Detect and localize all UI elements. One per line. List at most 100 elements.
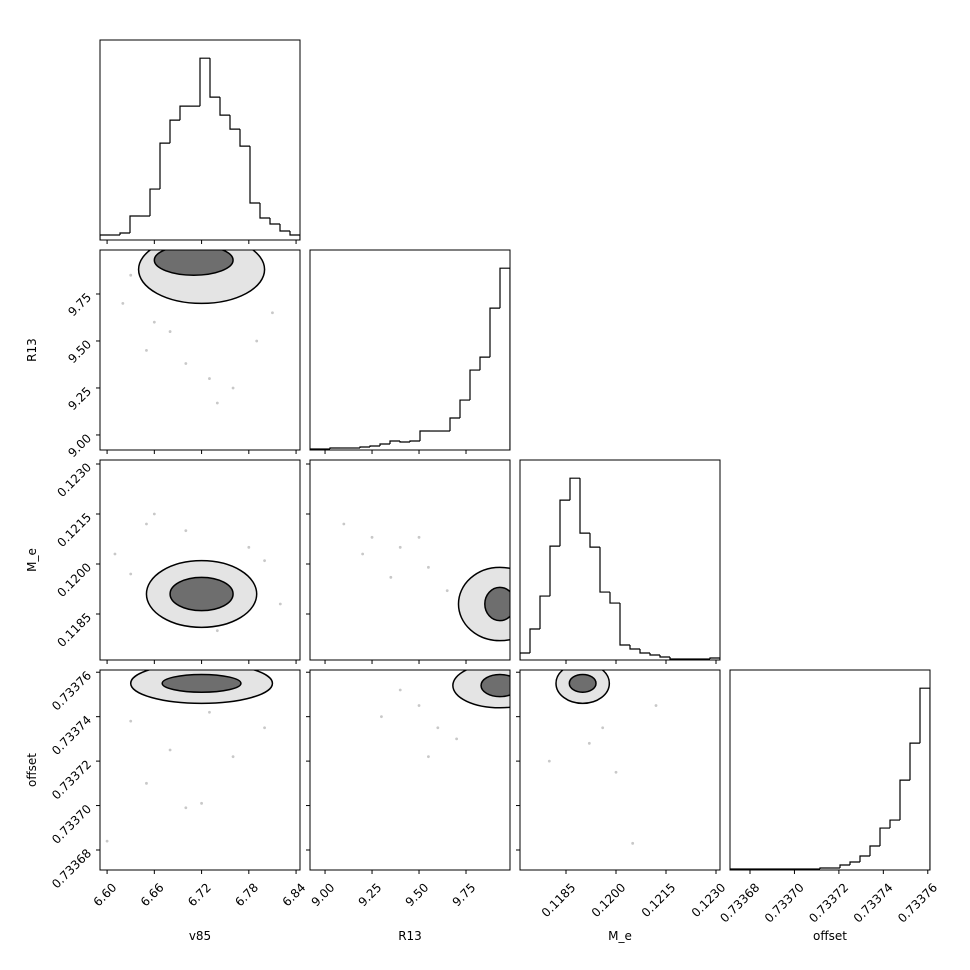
panel-content — [520, 477, 720, 660]
sample-point — [342, 522, 346, 526]
histogram-bin — [529, 628, 540, 654]
histogram-bin — [669, 657, 680, 660]
sample-point — [105, 839, 109, 843]
histogram-bin — [289, 231, 300, 240]
x-tick-label: 0.73370 — [762, 880, 807, 925]
histogram-bin — [539, 595, 550, 630]
x-tick-label: 6.72 — [185, 880, 214, 909]
panel-frame — [309, 669, 511, 871]
panel-frame — [309, 249, 511, 451]
panel-content — [121, 250, 274, 405]
sample-point — [215, 629, 219, 633]
histogram-bin — [279, 224, 290, 232]
histogram-bin — [599, 547, 610, 593]
sample-point — [129, 273, 133, 277]
x-tick-label: 9.50 — [403, 880, 432, 909]
sample-point — [168, 748, 172, 752]
histogram-bin — [479, 356, 490, 371]
sample-point — [361, 552, 365, 556]
histogram-bin — [879, 827, 890, 847]
x-tick-label: 0.73372 — [806, 880, 851, 925]
panel-frame — [309, 459, 511, 661]
sample-point — [370, 535, 374, 539]
panel-frame — [99, 669, 301, 871]
sample-point — [398, 688, 402, 692]
sample-point — [184, 529, 188, 533]
histogram-bin — [239, 129, 250, 147]
panel-content — [100, 57, 300, 240]
y-tick-label: 0.1200 — [55, 560, 95, 600]
x-tick-label: 6.66 — [138, 880, 167, 909]
histogram-bin — [209, 58, 220, 98]
histogram-bin — [919, 687, 930, 870]
histogram-bin — [249, 146, 260, 204]
histogram-bin — [609, 592, 620, 604]
panel-content — [105, 670, 274, 843]
histogram-bin — [899, 779, 910, 821]
histogram-bin — [909, 742, 920, 781]
y-axis-label: R13 — [25, 338, 39, 362]
histogram-bin — [730, 868, 740, 870]
y-tick-label: 0.1215 — [55, 510, 95, 550]
histogram-bin — [629, 645, 640, 650]
y-tick-label: 0.73376 — [49, 668, 94, 713]
sample-point — [231, 386, 235, 390]
histogram-bin — [819, 867, 830, 870]
panel-content — [547, 670, 658, 845]
histogram-bin — [389, 440, 400, 445]
panel-frame — [519, 669, 721, 871]
sample-point — [129, 572, 133, 576]
histogram-bin — [419, 430, 430, 442]
histogram-bin — [159, 142, 170, 190]
panel-frame — [99, 459, 301, 661]
sample-point — [121, 301, 125, 305]
x-tick-label: 9.75 — [450, 880, 479, 909]
histogram-bin — [589, 533, 600, 548]
sample-point — [208, 377, 211, 380]
y-tick-label: 0.73368 — [49, 846, 94, 891]
sample-point — [380, 715, 383, 719]
x-tick-label: 0.1185 — [539, 880, 579, 920]
panel-frame — [519, 459, 721, 661]
sample-point — [398, 545, 402, 549]
x-tick-label: 9.25 — [356, 880, 385, 909]
sample-point — [631, 841, 635, 845]
x-tick-label: 0.73374 — [851, 880, 896, 925]
contour — [169, 576, 234, 612]
sample-point — [389, 575, 393, 579]
contour — [480, 673, 510, 698]
histogram-bin — [889, 819, 900, 829]
histogram-bin — [659, 655, 670, 658]
sample-point — [427, 565, 430, 569]
sample-point — [152, 512, 156, 516]
panel-frame — [99, 39, 301, 241]
y-axis-label: offset — [25, 753, 39, 787]
panel-frame — [729, 669, 931, 871]
y-tick-label: 0.73372 — [49, 757, 94, 802]
x-tick-label: 6.84 — [280, 880, 309, 909]
histogram-bin — [259, 203, 270, 219]
panel-content — [113, 512, 282, 633]
sample-point — [455, 737, 459, 741]
histogram-bin — [199, 57, 210, 107]
sample-point — [654, 704, 658, 707]
histogram-bin — [619, 603, 630, 646]
x-axis-label: R13 — [398, 929, 422, 943]
x-axis-label: v85 — [189, 929, 211, 943]
histogram-bin — [839, 864, 850, 869]
histogram-bin — [310, 448, 320, 450]
histogram-bin — [449, 417, 460, 432]
histogram-bin — [359, 446, 370, 449]
histogram-bin — [329, 447, 340, 450]
sample-point — [208, 710, 211, 714]
histogram-bin — [129, 215, 140, 234]
sample-point — [145, 781, 148, 785]
panel-content — [380, 670, 510, 759]
sample-point — [417, 704, 421, 707]
y-tick-label: 9.00 — [65, 431, 94, 460]
sample-point — [168, 330, 172, 333]
histogram-bin — [639, 649, 650, 654]
histogram-bin — [169, 119, 180, 144]
